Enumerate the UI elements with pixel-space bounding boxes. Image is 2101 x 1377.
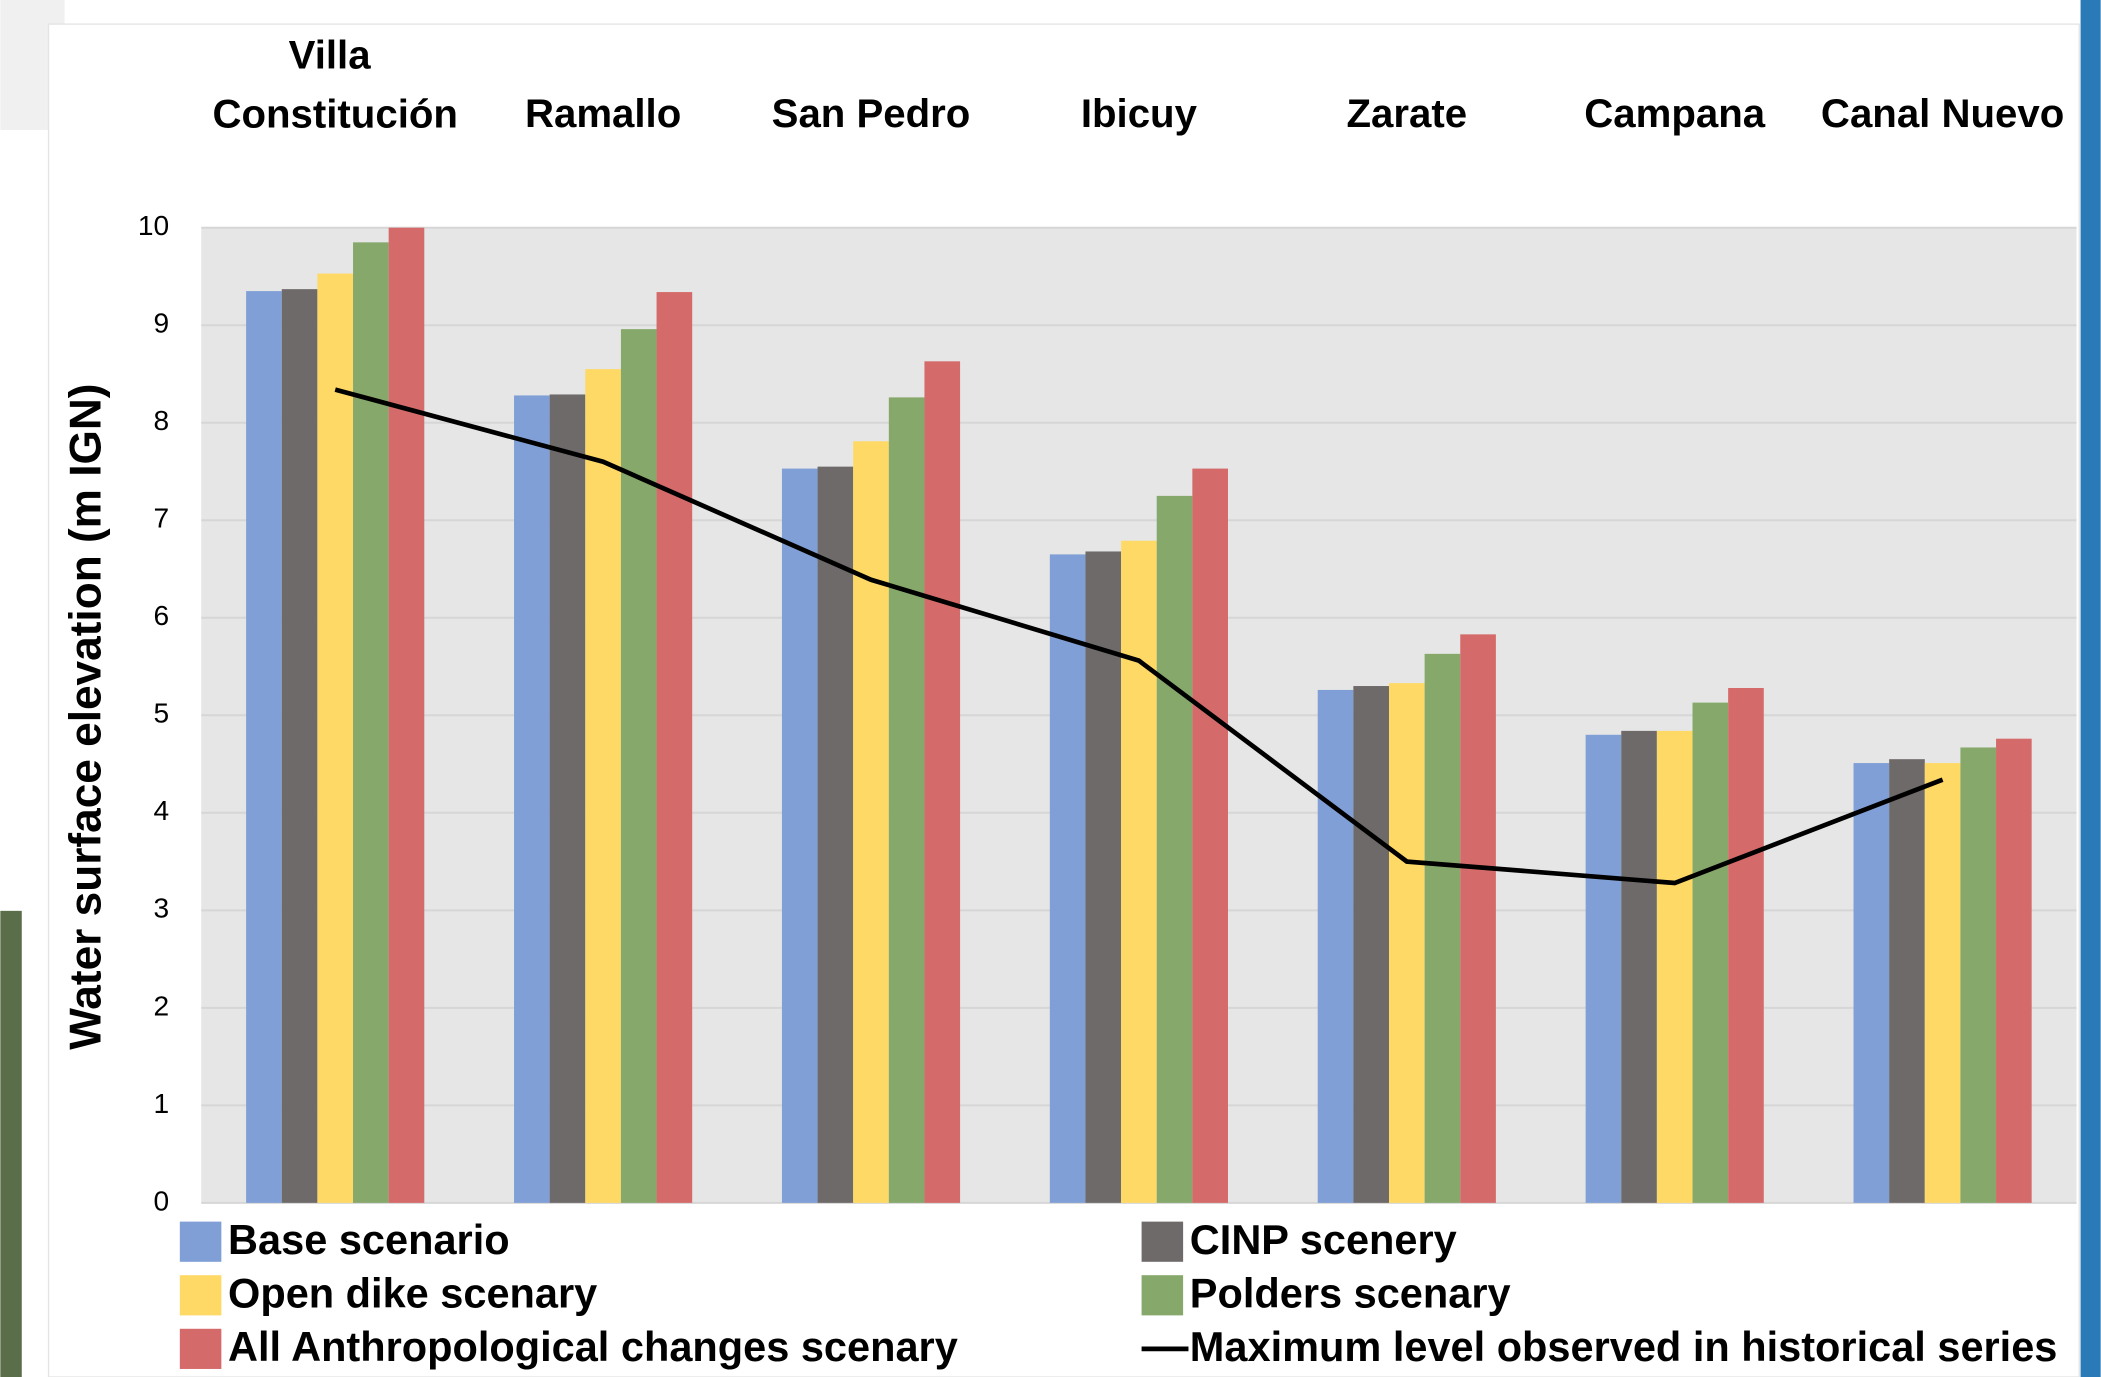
bar (1657, 731, 1693, 1203)
bar (1157, 496, 1193, 1203)
y-tick-label: 0 (153, 1185, 169, 1216)
bar (282, 289, 318, 1203)
y-tick-label: 10 (138, 210, 169, 241)
y-tick-label: 6 (153, 600, 169, 631)
bar (1693, 703, 1729, 1203)
bar (317, 274, 353, 1203)
bar (1389, 683, 1425, 1203)
legend-swatch (180, 1222, 222, 1262)
category-label: Campana (1584, 91, 1765, 136)
bar (246, 291, 282, 1203)
bar (889, 397, 925, 1202)
bar (1889, 759, 1925, 1203)
bar (1121, 541, 1157, 1203)
legend-swatch (180, 1275, 222, 1315)
page: {"chart_data": {"type": "bar", "y_label"… (0, 0, 2101, 1377)
y-tick-label: 9 (153, 308, 169, 339)
bar (585, 369, 621, 1203)
bar (1960, 747, 1996, 1202)
legend-label: All Anthropological changes scenary (228, 1323, 958, 1370)
bar (1318, 690, 1354, 1203)
y-tick-label: 8 (153, 405, 169, 436)
y-tick-label: 2 (153, 990, 169, 1021)
bar (818, 467, 854, 1203)
category-label: Ibicuy (1081, 91, 1198, 136)
category-label: Ramallo (525, 91, 681, 136)
bar (1996, 739, 2032, 1203)
y-tick-label: 3 (153, 893, 169, 924)
bar (1621, 731, 1657, 1203)
y-tick-label: 4 (153, 795, 169, 826)
bar (1854, 763, 1890, 1203)
bar (1460, 634, 1496, 1203)
bar (1586, 735, 1622, 1203)
bar (389, 228, 425, 1203)
y-tick-label: 5 (153, 698, 169, 729)
bar (853, 441, 889, 1203)
bar (782, 469, 818, 1203)
bar (1728, 688, 1764, 1203)
legend-swatch (1142, 1222, 1184, 1262)
bar (924, 361, 960, 1203)
background-image (0, 911, 21, 1377)
bar (1050, 554, 1086, 1202)
bar (1192, 469, 1228, 1203)
bar (353, 242, 389, 1203)
bar (1925, 763, 1961, 1203)
legend-label: CINP scenery (1190, 1216, 1457, 1263)
y-axis-title: Water surface elevation (m IGN) (61, 383, 110, 1049)
bar (621, 329, 657, 1203)
category-label: San Pedro (772, 91, 971, 136)
y-tick-label: 7 (153, 503, 169, 534)
legend-label: Open dike scenary (228, 1270, 597, 1317)
legend-swatch (1142, 1275, 1184, 1315)
legend-label: Maximum level observed in historical ser… (1190, 1323, 2058, 1370)
bar (514, 395, 550, 1202)
legend-label: Base scenario (228, 1216, 510, 1263)
bar (1353, 686, 1389, 1203)
legend-label: Polders scenary (1190, 1270, 1511, 1317)
category-label: Canal Nuevo (1821, 91, 2064, 136)
category-label: Zarate (1347, 91, 1468, 136)
bar (550, 394, 586, 1202)
y-tick-label: 1 (153, 1088, 169, 1119)
bar (657, 292, 693, 1203)
legend-swatch (180, 1329, 222, 1369)
background-strip (2081, 0, 2101, 1377)
chart: Water surface elevation (m IGN) 0 1 2 3 4 5 6 7… (0, 0, 2101, 1377)
bar (1425, 654, 1461, 1203)
